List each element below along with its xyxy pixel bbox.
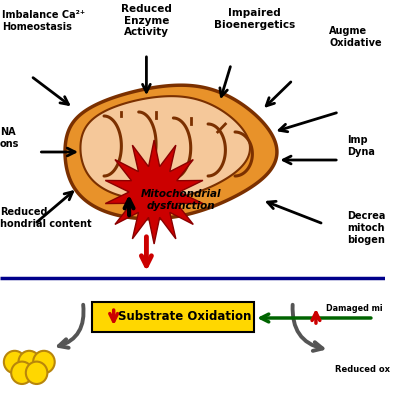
Circle shape: [26, 362, 47, 384]
Text: Reduced
Enzyme
Activity: Reduced Enzyme Activity: [121, 4, 172, 37]
Text: Reduced
hondrial content: Reduced hondrial content: [0, 207, 92, 229]
Text: NA
ons: NA ons: [0, 127, 19, 149]
Text: Impaired
Bioenergetics: Impaired Bioenergetics: [214, 8, 295, 30]
Text: Damaged mi: Damaged mi: [326, 304, 382, 313]
Text: Imbalance Ca²⁺
Homeostasis: Imbalance Ca²⁺ Homeostasis: [2, 10, 85, 32]
FancyBboxPatch shape: [92, 302, 254, 332]
Text: Imp
Dyna: Imp Dyna: [347, 135, 375, 157]
Text: Substrate Oxidation: Substrate Oxidation: [118, 310, 252, 324]
FancyArrowPatch shape: [292, 305, 322, 351]
FancyArrowPatch shape: [59, 305, 84, 348]
Circle shape: [18, 351, 40, 373]
Text: Reduced ox: Reduced ox: [335, 365, 390, 374]
Text: Decrease
mitochond
biogenesi: Decrease mitochond biogenesi: [347, 211, 400, 244]
Text: Mitochondrial
dysfunction: Mitochondrial dysfunction: [141, 189, 221, 211]
Polygon shape: [80, 96, 250, 200]
Text: Augme
Oxidative: Augme Oxidative: [330, 26, 382, 48]
Circle shape: [4, 351, 26, 373]
Polygon shape: [65, 85, 277, 219]
Circle shape: [11, 362, 33, 384]
Circle shape: [33, 351, 55, 373]
Polygon shape: [105, 140, 203, 244]
